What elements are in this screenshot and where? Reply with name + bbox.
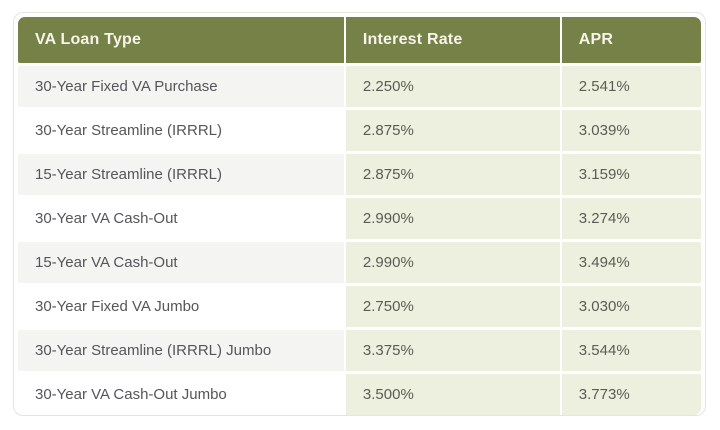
interest-rate-cell: 2.990% — [345, 198, 560, 239]
loan-type-cell: 30-Year Fixed VA Jumbo — [18, 286, 344, 327]
apr-cell: 3.030% — [561, 286, 701, 327]
table-row: 30-Year Streamline (IRRRL) Jumbo 3.375% … — [18, 330, 701, 371]
interest-rate-cell: 2.750% — [345, 286, 560, 327]
column-header-apr: APR — [561, 17, 701, 63]
interest-rate-cell: 3.375% — [345, 330, 560, 371]
interest-rate-cell: 2.990% — [345, 242, 560, 283]
apr-cell: 3.544% — [561, 330, 701, 371]
interest-rate-cell: 2.875% — [345, 154, 560, 195]
loan-type-cell: 30-Year VA Cash-Out — [18, 198, 344, 239]
apr-cell: 3.039% — [561, 110, 701, 151]
apr-cell: 3.274% — [561, 198, 701, 239]
loan-type-cell: 15-Year VA Cash-Out — [18, 242, 344, 283]
va-loan-rates-table: VA Loan Type Interest Rate APR 30-Year F… — [16, 14, 703, 418]
apr-cell: 3.773% — [561, 374, 701, 415]
interest-rate-cell: 3.500% — [345, 374, 560, 415]
loan-type-cell: 30-Year Streamline (IRRRL) Jumbo — [18, 330, 344, 371]
apr-cell: 3.494% — [561, 242, 701, 283]
loan-type-cell: 30-Year Fixed VA Purchase — [18, 66, 344, 107]
loan-type-cell: 15-Year Streamline (IRRRL) — [18, 154, 344, 195]
table-row: 15-Year Streamline (IRRRL) 2.875% 3.159% — [18, 154, 701, 195]
table-row: 30-Year Fixed VA Purchase 2.250% 2.541% — [18, 66, 701, 107]
interest-rate-cell: 2.875% — [345, 110, 560, 151]
apr-cell: 2.541% — [561, 66, 701, 107]
table-row: 30-Year Fixed VA Jumbo 2.750% 3.030% — [18, 286, 701, 327]
table-row: 30-Year Streamline (IRRRL) 2.875% 3.039% — [18, 110, 701, 151]
va-loan-rates-table-container: VA Loan Type Interest Rate APR 30-Year F… — [13, 12, 706, 416]
column-header-loan-type: VA Loan Type — [18, 17, 344, 63]
loan-type-cell: 30-Year VA Cash-Out Jumbo — [18, 374, 344, 415]
loan-type-cell: 30-Year Streamline (IRRRL) — [18, 110, 344, 151]
apr-cell: 3.159% — [561, 154, 701, 195]
table-row: 30-Year VA Cash-Out 2.990% 3.274% — [18, 198, 701, 239]
table-header-row: VA Loan Type Interest Rate APR — [18, 17, 701, 63]
table-row: 15-Year VA Cash-Out 2.990% 3.494% — [18, 242, 701, 283]
table-row: 30-Year VA Cash-Out Jumbo 3.500% 3.773% — [18, 374, 701, 415]
interest-rate-cell: 2.250% — [345, 66, 560, 107]
column-header-interest-rate: Interest Rate — [345, 17, 560, 63]
